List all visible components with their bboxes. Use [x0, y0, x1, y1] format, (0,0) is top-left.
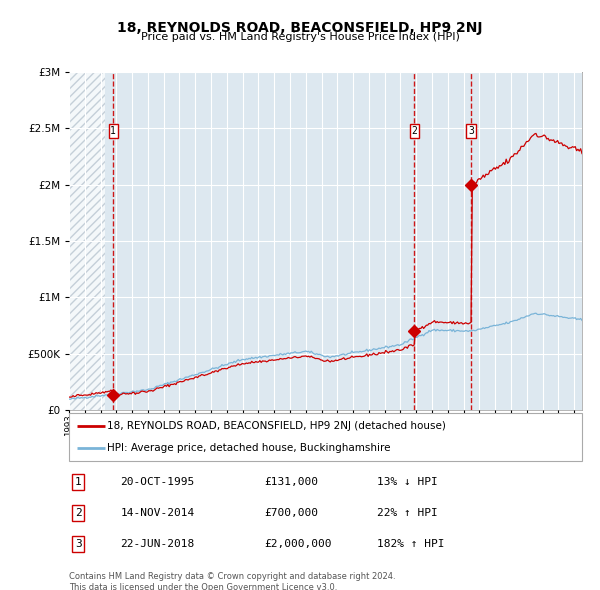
Text: £700,000: £700,000 — [264, 508, 318, 518]
Text: Contains HM Land Registry data © Crown copyright and database right 2024.
This d: Contains HM Land Registry data © Crown c… — [69, 572, 395, 590]
Text: 22% ↑ HPI: 22% ↑ HPI — [377, 508, 437, 518]
Text: £2,000,000: £2,000,000 — [264, 539, 331, 549]
Text: Price paid vs. HM Land Registry's House Price Index (HPI): Price paid vs. HM Land Registry's House … — [140, 32, 460, 42]
FancyBboxPatch shape — [69, 413, 582, 461]
Text: 18, REYNOLDS ROAD, BEACONSFIELD, HP9 2NJ: 18, REYNOLDS ROAD, BEACONSFIELD, HP9 2NJ — [117, 21, 483, 35]
Text: HPI: Average price, detached house, Buckinghamshire: HPI: Average price, detached house, Buck… — [107, 443, 391, 453]
Text: 18, REYNOLDS ROAD, BEACONSFIELD, HP9 2NJ (detached house): 18, REYNOLDS ROAD, BEACONSFIELD, HP9 2NJ… — [107, 421, 446, 431]
Text: £131,000: £131,000 — [264, 477, 318, 487]
Text: 20-OCT-1995: 20-OCT-1995 — [121, 477, 194, 487]
Text: 182% ↑ HPI: 182% ↑ HPI — [377, 539, 444, 549]
Bar — [69, 72, 106, 410]
Text: 3: 3 — [75, 539, 82, 549]
Text: 14-NOV-2014: 14-NOV-2014 — [121, 508, 194, 518]
Text: 13% ↓ HPI: 13% ↓ HPI — [377, 477, 437, 487]
Text: 2: 2 — [411, 126, 417, 136]
Text: 22-JUN-2018: 22-JUN-2018 — [121, 539, 194, 549]
Bar — [69, 72, 106, 410]
Text: 3: 3 — [468, 126, 474, 136]
Text: 1: 1 — [75, 477, 82, 487]
Text: 1: 1 — [110, 126, 116, 136]
Text: 2: 2 — [75, 508, 82, 518]
